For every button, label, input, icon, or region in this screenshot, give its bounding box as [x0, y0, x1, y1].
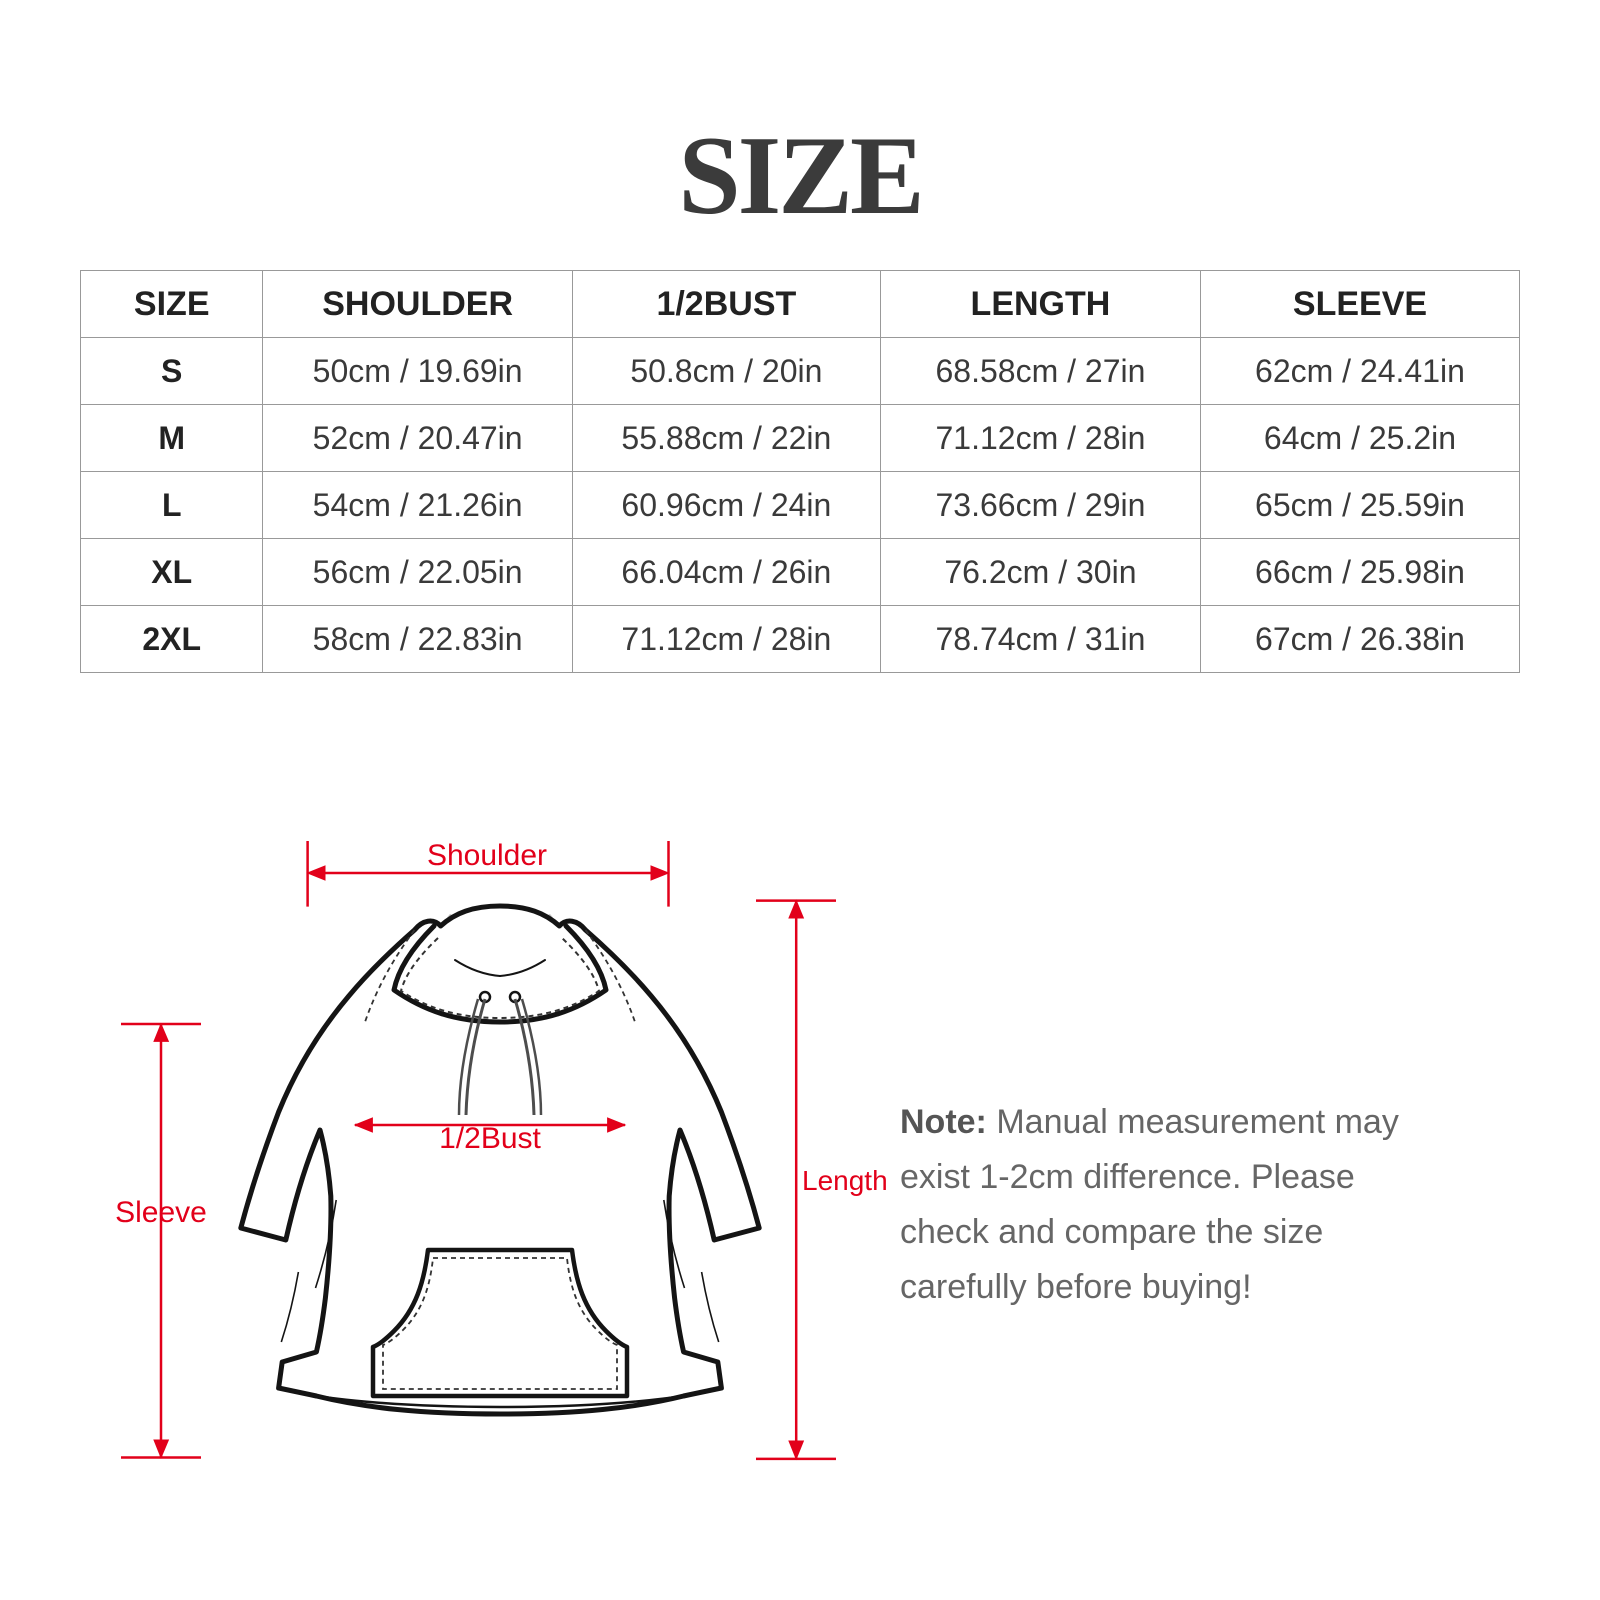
svg-text:Sleeve: Sleeve — [115, 1196, 207, 1229]
svg-text:1/2Bust: 1/2Bust — [439, 1122, 541, 1155]
svg-text:Shoulder: Shoulder — [427, 839, 547, 872]
svg-text:Length: Length — [802, 1165, 888, 1196]
